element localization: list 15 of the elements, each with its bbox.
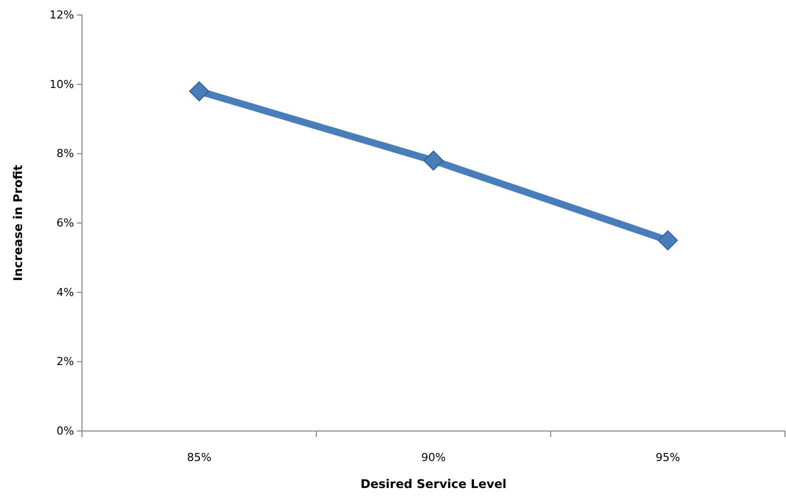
x-tick-label: 95% xyxy=(656,450,680,464)
y-tick-label: 2% xyxy=(56,355,74,368)
y-tick-label: 4% xyxy=(56,286,74,299)
point xyxy=(424,150,444,171)
y-tick-label: 0% xyxy=(56,424,74,438)
y-tick-label: 6% xyxy=(56,216,74,230)
y-tick-label: 10% xyxy=(50,78,74,91)
x-axis-title: Desired Service Level xyxy=(360,477,507,491)
point xyxy=(658,230,678,250)
point xyxy=(189,81,210,102)
y-axis-title: Increase in Profit xyxy=(11,164,25,282)
y-tick-label: 12% xyxy=(50,8,74,22)
x-tick-label: 90% xyxy=(421,450,446,464)
x-tick-label: 85% xyxy=(186,450,212,464)
y-tick-label: 8% xyxy=(56,147,74,160)
